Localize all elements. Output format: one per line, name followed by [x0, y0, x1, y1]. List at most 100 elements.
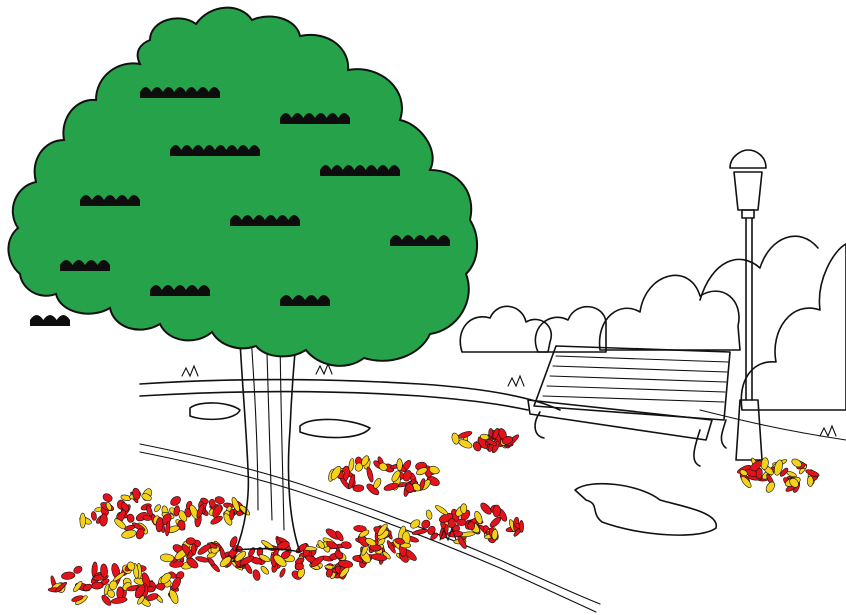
leaf — [132, 487, 141, 500]
leaf — [310, 555, 324, 568]
leaf — [486, 439, 497, 446]
leaf — [200, 497, 209, 504]
leaf — [325, 568, 333, 578]
leaf — [394, 537, 405, 545]
leaf — [805, 469, 820, 477]
leaf — [155, 583, 166, 590]
leaf — [258, 554, 271, 562]
leaf — [196, 504, 205, 519]
leaf — [260, 565, 269, 575]
leaf — [207, 542, 218, 549]
leaf — [107, 589, 115, 598]
leaf — [170, 496, 181, 506]
leaf — [185, 537, 196, 546]
leaf — [341, 541, 352, 549]
leaf — [411, 483, 422, 492]
leaf — [479, 433, 490, 440]
leaf-pile-icon — [328, 455, 440, 497]
canopy-shadow — [30, 315, 70, 326]
leaf-pile-icon — [315, 523, 419, 565]
leaf — [124, 525, 136, 531]
leaf-pile-icon — [451, 427, 520, 454]
leaf — [126, 513, 135, 523]
leaf — [102, 493, 113, 503]
background-bushes — [459, 235, 846, 411]
leaf — [229, 508, 235, 521]
leaf — [427, 525, 436, 535]
leaf — [410, 519, 421, 529]
leaf — [101, 594, 112, 606]
leaf — [137, 595, 145, 605]
leaf — [210, 515, 223, 525]
leaf — [173, 505, 180, 517]
leaf — [155, 517, 164, 533]
leaf — [91, 511, 97, 521]
leaf — [337, 559, 354, 569]
puddle-icon — [299, 418, 371, 439]
leaf — [467, 521, 476, 531]
leaf — [334, 550, 344, 560]
leaf — [105, 501, 112, 511]
leaf — [330, 465, 342, 480]
leaf — [335, 530, 344, 542]
puddles — [189, 402, 717, 536]
leaf — [135, 528, 145, 540]
leaf — [184, 508, 192, 518]
leaf — [460, 503, 468, 514]
canopy-shadow — [280, 113, 350, 124]
leaf — [386, 540, 396, 554]
leaf — [71, 595, 84, 602]
park-bench-icon — [527, 345, 731, 467]
leaf — [339, 566, 350, 578]
leaf — [159, 553, 175, 563]
leaf — [405, 483, 415, 494]
leaf — [489, 517, 501, 528]
canopy-shadow — [60, 260, 110, 271]
leaf — [358, 529, 370, 538]
path-edges — [139, 378, 846, 613]
leaf — [99, 513, 108, 527]
leaf — [121, 502, 129, 512]
leaf — [326, 541, 339, 550]
leaf — [110, 596, 128, 604]
leaf — [480, 502, 492, 515]
leaf — [191, 543, 197, 556]
leaf — [100, 563, 108, 578]
leaf — [252, 569, 261, 581]
leaf — [352, 484, 365, 492]
canopy-shadows — [30, 87, 450, 326]
leaf — [208, 498, 216, 508]
leaf — [273, 554, 287, 567]
leaf — [361, 455, 370, 466]
leaf — [73, 581, 83, 593]
leaf — [197, 544, 211, 555]
canopy-shadow — [280, 295, 330, 306]
leaf — [377, 523, 388, 536]
leaf — [134, 584, 146, 599]
canopy-shadow — [390, 235, 450, 246]
leaf — [458, 439, 473, 449]
leaf — [435, 505, 448, 515]
leaf — [366, 466, 374, 483]
leaf — [165, 520, 171, 537]
leaf — [279, 567, 286, 578]
leaf — [373, 478, 382, 489]
canopy-shadow — [320, 165, 400, 176]
canopy-shadow — [230, 215, 300, 226]
leaf — [214, 496, 225, 505]
tree-icon — [7, 6, 478, 367]
leaf — [195, 556, 210, 563]
leaf-pile-icon — [47, 561, 185, 607]
leaf — [348, 474, 356, 490]
leaf-pile-icon — [184, 496, 251, 528]
leaf — [212, 504, 223, 518]
leaf — [416, 467, 428, 476]
leaf — [474, 511, 483, 524]
leaf — [141, 493, 152, 501]
leaf — [491, 440, 500, 454]
leaf-piles — [47, 427, 820, 607]
leaf — [207, 557, 215, 566]
leaf — [219, 556, 232, 568]
leaf — [391, 470, 401, 482]
leaf — [127, 561, 136, 571]
